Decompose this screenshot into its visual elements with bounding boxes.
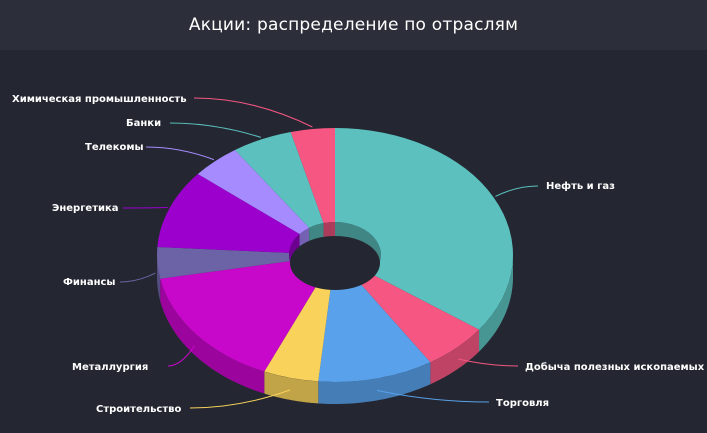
label-line-5 — [119, 272, 156, 283]
slice-side-5 — [157, 255, 161, 301]
label-line-9 — [193, 97, 313, 128]
label-line-4 — [167, 345, 195, 367]
slice-label-3: Строительство — [96, 404, 181, 415]
chart-title: Акции: распределение по отраслям — [188, 15, 519, 35]
slice-label-7: Телекомы — [85, 142, 144, 153]
slice-side-1 — [430, 329, 480, 385]
slice-side-0 — [479, 255, 513, 352]
slice-1[interactable] — [359, 274, 480, 363]
label-line-2 — [376, 389, 490, 403]
slice-label-8: Банки — [126, 118, 161, 129]
slice-7[interactable] — [197, 149, 310, 234]
slice-3[interactable] — [264, 285, 331, 382]
slice-label-1: Добыча полезных ископаемых — [525, 361, 705, 373]
slice-8[interactable] — [234, 131, 324, 228]
label-line-3 — [189, 389, 291, 409]
slice-label-0: Нефть и газ — [546, 180, 615, 192]
slice-4[interactable] — [160, 261, 317, 372]
donut-hole — [290, 236, 380, 290]
label-line-6 — [122, 207, 168, 209]
slice-label-6: Энергетика — [52, 203, 119, 214]
slice-0[interactable] — [335, 128, 513, 330]
label-line-7 — [145, 146, 215, 161]
label-line-1 — [458, 358, 519, 367]
label-line-0 — [495, 185, 539, 197]
slice-label-9: Химическая промышленность — [12, 94, 187, 105]
slice-label-4: Металлургия — [72, 362, 148, 373]
slice-side-3 — [264, 371, 319, 404]
slice-5[interactable] — [157, 247, 290, 279]
donut-chart: Нефть и газ Добыча полезных ископаемых Тор… — [12, 94, 705, 415]
slice-side-2 — [318, 362, 431, 404]
slice-label-2: Торговля — [496, 398, 549, 409]
slice-2[interactable] — [318, 282, 431, 383]
chart-header: Акции: распределение по отраслям — [0, 0, 707, 50]
slice-9[interactable] — [290, 128, 335, 224]
slice-side-4 — [160, 278, 265, 394]
slice-6[interactable] — [157, 174, 300, 253]
slice-label-5: Финансы — [63, 277, 115, 288]
label-line-8 — [169, 122, 262, 138]
slice-inner-0 — [335, 222, 381, 277]
